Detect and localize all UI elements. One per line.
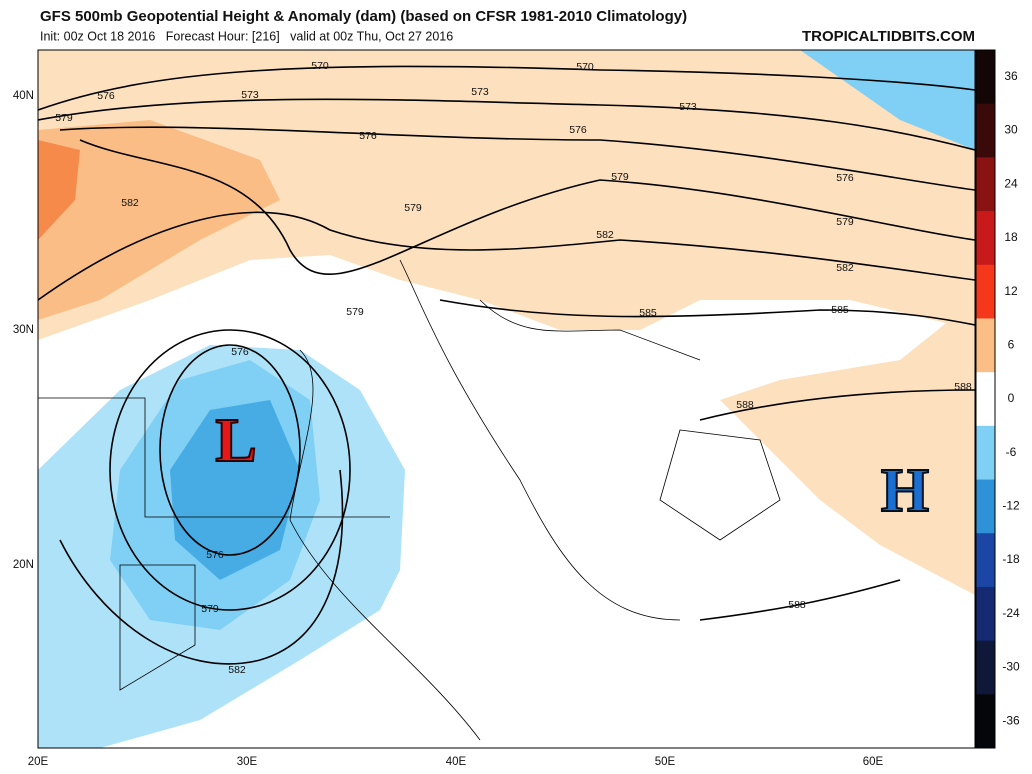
negative-anomaly bbox=[800, 50, 975, 150]
colorbar-label: -6 bbox=[1006, 445, 1017, 459]
site-name: TROPICALTIDBITS.COM bbox=[802, 28, 975, 45]
contour-label: 582 bbox=[836, 262, 854, 274]
colorbar-label: 24 bbox=[1004, 176, 1018, 190]
contour-label: 576 bbox=[836, 172, 854, 184]
lat-label: 20N bbox=[13, 559, 34, 571]
contour-label: 576 bbox=[359, 130, 377, 142]
contour-label: 576 bbox=[569, 124, 587, 136]
colorbar-label: -24 bbox=[1002, 606, 1020, 620]
low-symbol: L bbox=[215, 407, 256, 475]
contour-label: 588 bbox=[736, 399, 754, 411]
contour-label: 573 bbox=[679, 101, 697, 113]
colorbar-swatch bbox=[976, 211, 995, 266]
contour-label: 579 bbox=[404, 202, 422, 214]
map-area bbox=[38, 50, 975, 748]
map-subtitle: Init: 00z Oct 18 2016 Forecast Hour: [21… bbox=[40, 29, 453, 43]
map-frame bbox=[37, 49, 976, 749]
colorbar-swatch bbox=[976, 318, 995, 373]
contour-label: 579 bbox=[55, 112, 73, 124]
contour-label: 576 bbox=[97, 90, 115, 102]
contour-label: 582 bbox=[596, 229, 614, 241]
map-title: GFS 500mb Geopotential Height & Anomaly … bbox=[40, 8, 687, 25]
high-symbol: H bbox=[881, 457, 929, 525]
colorbar-label: -36 bbox=[1002, 713, 1020, 727]
contour-label: 573 bbox=[471, 86, 489, 98]
borders bbox=[38, 259, 781, 741]
colorbar-label: 30 bbox=[1004, 123, 1018, 137]
lat-label: 40N bbox=[13, 90, 34, 102]
colorbar-swatch bbox=[976, 372, 995, 427]
contour-label: 585 bbox=[831, 304, 849, 316]
contour-label: 576 bbox=[231, 346, 249, 358]
contour-label: 588 bbox=[788, 599, 806, 611]
positive-anomaly bbox=[720, 300, 975, 595]
colorbar-swatch bbox=[976, 640, 995, 695]
colorbar-frame bbox=[975, 49, 996, 749]
colorbar-label: 36 bbox=[1004, 69, 1018, 83]
colorbar-swatch bbox=[976, 586, 995, 642]
colorbar-label: 18 bbox=[1004, 230, 1018, 244]
positive-anomaly bbox=[38, 50, 975, 340]
contour-label: 579 bbox=[611, 171, 629, 183]
colorbar-label: -30 bbox=[1002, 660, 1020, 674]
positive-anomaly bbox=[38, 140, 80, 240]
colorbar-label: 12 bbox=[1004, 284, 1018, 298]
colorbar-label: -12 bbox=[1002, 499, 1020, 513]
lon-label: 30E bbox=[237, 756, 258, 768]
contour-label: 585 bbox=[639, 307, 657, 319]
lat-label: 30N bbox=[13, 324, 34, 336]
lon-label: 40E bbox=[446, 756, 467, 768]
contour-label: 582 bbox=[121, 197, 139, 209]
colorbar-label: 6 bbox=[1008, 337, 1015, 351]
colorbar-swatch bbox=[976, 694, 995, 749]
contour-label: 579 bbox=[201, 603, 219, 615]
contour-label: 570 bbox=[311, 60, 329, 72]
lon-label: 50E bbox=[655, 756, 676, 768]
colorbar-swatch bbox=[976, 50, 995, 105]
colorbar-swatch bbox=[976, 479, 995, 534]
colorbar-swatch bbox=[976, 157, 995, 212]
contour-label: 588 bbox=[954, 381, 972, 393]
colorbar-label: -18 bbox=[1002, 552, 1020, 566]
contour-label: 582 bbox=[228, 664, 246, 676]
colorbar-swatch bbox=[976, 264, 995, 319]
contour-label: 570 bbox=[576, 61, 594, 73]
negative-anomaly bbox=[170, 400, 300, 580]
contour-label: 579 bbox=[346, 306, 364, 318]
contour-label: 579 bbox=[836, 216, 854, 228]
colorbar-label: 0 bbox=[1008, 391, 1015, 405]
lon-label: 20E bbox=[28, 756, 49, 768]
height-contours bbox=[38, 65, 975, 665]
colorbar-swatch bbox=[976, 533, 995, 588]
lon-label: 60E bbox=[863, 756, 884, 768]
colorbar-swatch bbox=[976, 103, 995, 158]
contour-label: 573 bbox=[241, 89, 259, 101]
contour-label: 576 bbox=[206, 549, 224, 561]
positive-anomaly bbox=[38, 120, 280, 320]
colorbar-swatch bbox=[976, 425, 995, 481]
